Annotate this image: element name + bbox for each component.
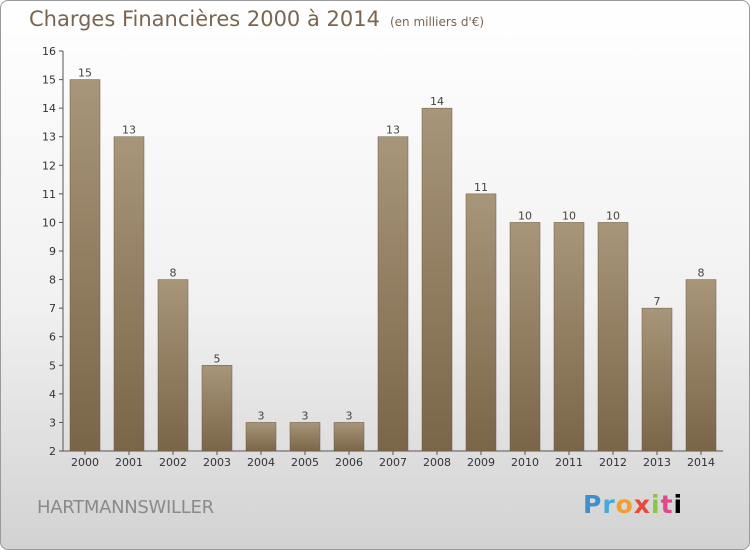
y-tick-label: 14: [42, 102, 56, 115]
y-tick-label: 4: [49, 388, 56, 401]
bar: [597, 222, 629, 452]
chart-bars: 15 13 8 5 3 3 3 13 14 11 10 10 10 7 8: [69, 67, 717, 452]
x-tick-label: 2004: [247, 456, 275, 469]
x-tick-label: 2012: [599, 456, 627, 469]
logo-letter: t: [660, 490, 674, 519]
x-tick-label: 2009: [467, 456, 495, 469]
y-tick-label: 16: [42, 45, 56, 58]
logo-letter: P: [583, 490, 603, 519]
bar: [333, 422, 365, 452]
bar-data-label: 13: [386, 124, 400, 137]
chart-axes: 2 3 4 5 6 7 8 9 10 11 12 13 14 15 16 2000 2001 2002 2003 20…: [42, 45, 723, 469]
x-tick-label: 2000: [71, 456, 99, 469]
bar: [245, 422, 277, 452]
city-name: HARTMANNSWILLER: [37, 497, 214, 518]
y-tick-label: 3: [49, 416, 56, 429]
bar-data-label: 14: [430, 95, 444, 108]
y-tick-label: 10: [42, 216, 56, 229]
y-tick-label: 8: [49, 274, 56, 287]
bar: [69, 79, 101, 452]
y-tick-label: 12: [42, 159, 56, 172]
x-tick-label: 2003: [203, 456, 231, 469]
bar: [113, 136, 145, 452]
proxiti-logo[interactable]: Proxiti: [583, 490, 683, 519]
chart-title: Charges Financières 2000 à 2014 (en milli…: [29, 7, 484, 31]
chart-title-text: Charges Financières 2000 à 2014: [29, 7, 380, 31]
y-tick-label: 13: [42, 131, 56, 144]
x-tick-label: 2005: [291, 456, 319, 469]
bar-data-label: 3: [302, 409, 309, 422]
bar-data-label: 7: [654, 295, 661, 308]
y-tick-label: 15: [42, 74, 56, 87]
y-tick-label: 11: [42, 188, 56, 201]
logo-letter: o: [615, 490, 634, 519]
bar-data-label: 8: [170, 267, 177, 280]
bar-data-label: 10: [518, 209, 532, 222]
bar-data-label: 10: [562, 209, 576, 222]
x-tick-label: 2013: [643, 456, 671, 469]
x-tick-label: 2001: [115, 456, 143, 469]
logo-letter: i: [673, 490, 684, 519]
y-tick-label: 7: [49, 302, 56, 315]
bar: [685, 279, 717, 452]
x-tick-label: 2010: [511, 456, 539, 469]
x-tick-label: 2014: [687, 456, 715, 469]
bar: [377, 136, 409, 452]
bar: [157, 279, 189, 452]
bar: [465, 193, 497, 452]
y-tick-label: 2: [49, 445, 56, 458]
bar-data-label: 11: [474, 181, 488, 194]
x-tick-label: 2006: [335, 456, 363, 469]
bar: [553, 222, 585, 452]
bar: [509, 222, 541, 452]
x-tick-label: 2007: [379, 456, 407, 469]
chart-unit: (en milliers d'€): [389, 15, 485, 29]
logo-letter: r: [602, 490, 616, 519]
x-tick-label: 2008: [423, 456, 451, 469]
y-tick-label: 9: [49, 245, 56, 258]
logo-letter: x: [633, 490, 651, 519]
bar: [641, 307, 673, 452]
bar-data-label: 13: [122, 124, 136, 137]
y-tick-label: 6: [49, 331, 56, 344]
bar-data-label: 15: [78, 67, 92, 80]
bar: [201, 365, 233, 452]
bar-data-label: 3: [346, 409, 353, 422]
bar-data-label: 3: [258, 409, 265, 422]
bar-data-label: 8: [698, 267, 705, 280]
y-tick-label: 5: [49, 359, 56, 372]
bar-data-label: 10: [606, 209, 620, 222]
bar-data-label: 5: [214, 352, 221, 365]
bar: [421, 107, 453, 452]
x-tick-label: 2011: [555, 456, 583, 469]
x-tick-label: 2002: [159, 456, 187, 469]
logo-letter: i: [651, 490, 661, 519]
bar: [289, 422, 321, 452]
